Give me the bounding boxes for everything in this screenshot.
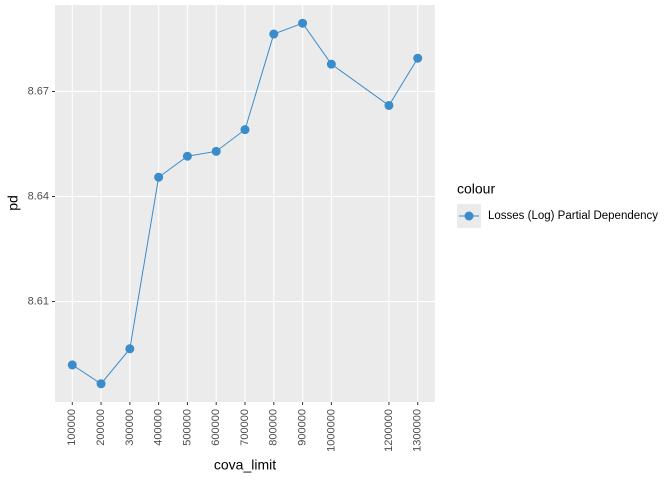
x-tick-label: 200000: [95, 409, 107, 446]
data-point: [125, 344, 135, 354]
data-point: [240, 125, 250, 135]
data-point: [182, 151, 192, 161]
legend-label: Losses (Log) Partial Dependency: [488, 210, 658, 222]
data-point: [67, 360, 77, 370]
data-point: [298, 18, 308, 28]
x-tick-label: 500000: [181, 409, 193, 446]
x-tick-label: 600000: [210, 409, 222, 446]
x-tick-label: 1300000: [412, 409, 424, 452]
legend-title: colour: [457, 181, 495, 197]
data-point: [413, 53, 423, 63]
y-tick-label: 8.64: [28, 190, 49, 202]
data-point: [384, 100, 394, 110]
y-tick-label: 8.67: [28, 85, 49, 97]
legend-point: [464, 211, 474, 221]
y-tick-label: 8.61: [28, 295, 49, 307]
x-tick-label: 400000: [153, 409, 165, 446]
data-point: [96, 379, 106, 389]
data-point: [211, 146, 221, 156]
y-axis-title: pd: [5, 195, 21, 211]
x-axis-title: cova_limit: [214, 457, 276, 473]
x-tick-label: 1000000: [325, 409, 337, 452]
x-tick-label: 800000: [268, 409, 280, 446]
data-point: [154, 172, 164, 182]
x-tick-label: 100000: [66, 409, 78, 446]
x-tick-label: 300000: [124, 409, 136, 446]
data-point: [269, 29, 279, 39]
x-tick-label: 900000: [296, 409, 308, 446]
x-tick-label: 1200000: [383, 409, 395, 452]
x-tick-label: 700000: [239, 409, 251, 446]
data-point: [326, 59, 336, 69]
series-line: [71, 22, 419, 385]
